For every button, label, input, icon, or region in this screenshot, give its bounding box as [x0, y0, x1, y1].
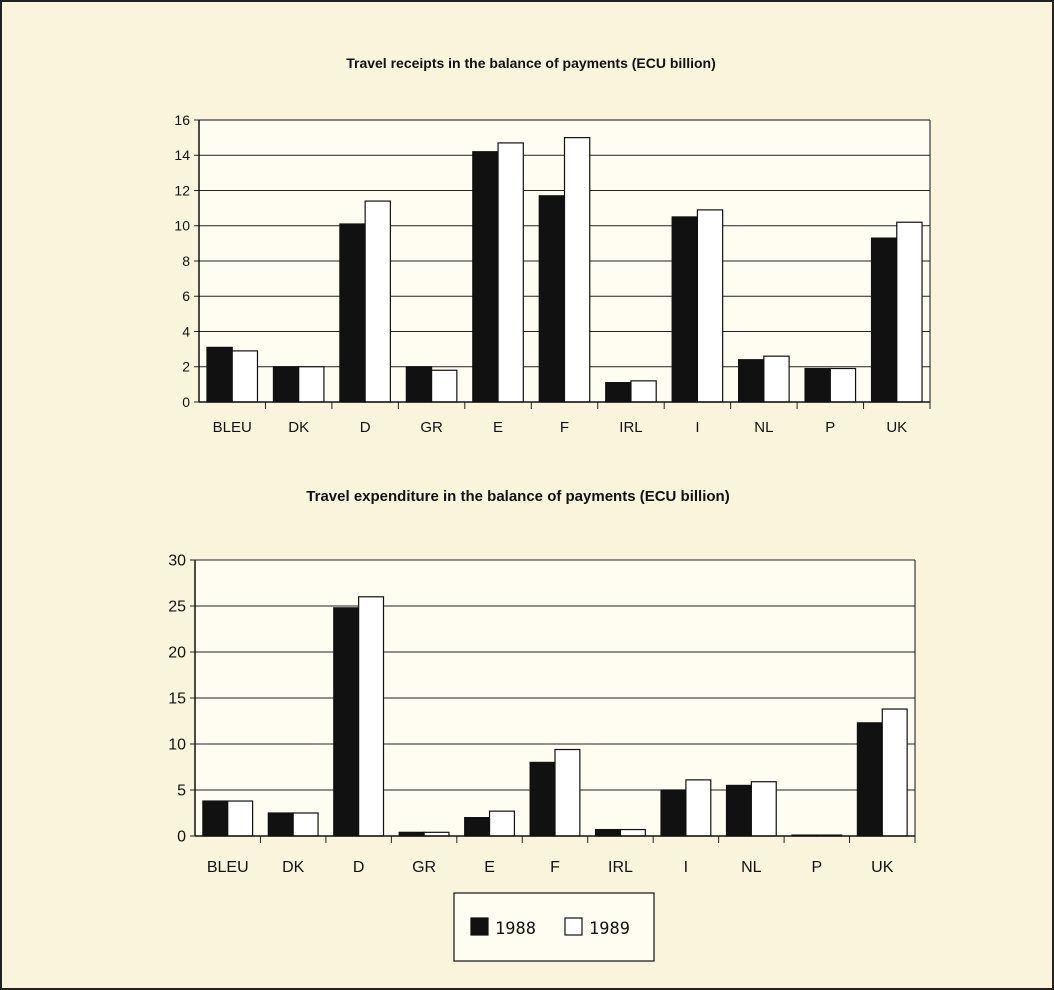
y-tick-label: 10	[168, 737, 186, 754]
y-tick-label: 12	[174, 182, 190, 198]
legend-swatch-1989	[564, 917, 583, 936]
y-tick-label: 0	[182, 394, 190, 410]
x-tick-label: DK	[288, 419, 309, 436]
bar-1988-i	[671, 216, 699, 403]
bar-1988-d	[333, 607, 360, 837]
bar-1988-bleu	[202, 800, 229, 837]
y-tick-label: 10	[174, 218, 190, 234]
x-tick-label: IRL	[608, 859, 633, 876]
x-tick-label: UK	[871, 859, 894, 876]
x-tick-label: DK	[282, 859, 305, 876]
legend-label-1989: 1989	[589, 919, 630, 939]
y-tick-label: 25	[168, 599, 186, 616]
bar-1989-irl	[619, 828, 646, 837]
bar-1988-i	[660, 789, 687, 837]
bar-1989-d	[358, 596, 385, 837]
bar-1988-uk	[856, 722, 883, 837]
bar-1988-irl	[594, 828, 622, 837]
bar-1989-irl	[630, 380, 657, 403]
legend-label-1988: 1988	[495, 919, 536, 939]
x-tick-label: NL	[754, 419, 773, 436]
bar-1989-bleu	[227, 800, 254, 837]
bar-1989-i	[696, 209, 724, 403]
x-tick-label: F	[560, 419, 569, 436]
bar-1989-f	[563, 137, 591, 403]
bar-1989-dk	[292, 812, 319, 837]
bar-1988-dk	[267, 812, 294, 837]
y-tick-label: 6	[182, 288, 190, 304]
bar-1989-i	[685, 779, 712, 837]
bar-1988-f	[529, 761, 556, 837]
bar-1989-p	[829, 367, 857, 403]
x-tick-label: IRL	[619, 419, 642, 436]
bar-1989-uk	[881, 708, 908, 837]
bar-1989-f	[554, 748, 581, 837]
x-tick-label: E	[484, 859, 495, 876]
bar-1989-gr	[430, 369, 458, 403]
bar-1988-bleu	[206, 346, 233, 403]
x-tick-label: GR	[420, 419, 443, 436]
x-tick-label: P	[825, 419, 835, 436]
receipts-chart: Travel receipts in the balance of paymen…	[174, 55, 931, 436]
bar-1988-f	[538, 195, 566, 403]
bar-1989-dk	[298, 366, 325, 403]
chart-title: Travel expenditure in the balance of pay…	[306, 488, 729, 505]
bar-1988-p	[804, 367, 831, 403]
y-tick-label: 5	[177, 783, 186, 800]
y-tick-label: 2	[182, 359, 190, 375]
bar-1988-uk	[870, 237, 898, 403]
x-tick-label: D	[360, 419, 371, 436]
bar-1989-e	[488, 810, 516, 837]
bar-1988-irl	[605, 382, 632, 403]
expenditure-chart: Travel expenditure in the balance of pay…	[168, 488, 916, 876]
bar-1989-uk	[896, 221, 923, 403]
x-tick-label: NL	[741, 859, 762, 876]
bar-1988-dk	[272, 366, 300, 403]
bar-1988-d	[339, 223, 366, 403]
y-tick-label: 0	[177, 829, 186, 846]
bar-1988-e	[472, 151, 499, 403]
x-tick-label: GR	[412, 859, 436, 876]
bar-1988-e	[464, 816, 491, 837]
bar-1988-nl	[725, 784, 752, 837]
bar-1989-nl	[763, 355, 790, 403]
bar-1988-nl	[738, 359, 765, 403]
y-tick-label: 4	[182, 323, 190, 339]
bar-1989-d	[364, 200, 391, 403]
y-tick-label: 30	[168, 553, 186, 570]
y-tick-label: 16	[174, 112, 190, 128]
bar-1989-nl	[750, 781, 777, 837]
x-tick-label: BLEU	[207, 859, 249, 876]
bar-1988-gr	[405, 366, 433, 403]
x-tick-label: F	[550, 859, 560, 876]
y-tick-label: 14	[174, 147, 190, 163]
x-tick-label: E	[493, 419, 503, 436]
legend: 1988 1989	[453, 892, 655, 962]
x-tick-label: D	[353, 859, 365, 876]
legend-swatch-1988	[470, 917, 489, 936]
x-tick-label: UK	[886, 419, 907, 436]
y-tick-label: 8	[182, 253, 190, 269]
x-tick-label: I	[684, 859, 688, 876]
y-tick-label: 20	[168, 645, 186, 662]
bar-1989-e	[497, 142, 524, 403]
chart-title: Travel receipts in the balance of paymen…	[346, 55, 716, 71]
x-tick-label: P	[811, 859, 822, 876]
y-tick-label: 15	[168, 691, 186, 708]
x-tick-label: BLEU	[213, 419, 252, 436]
bar-1989-bleu	[231, 350, 259, 403]
x-tick-label: I	[695, 419, 699, 436]
